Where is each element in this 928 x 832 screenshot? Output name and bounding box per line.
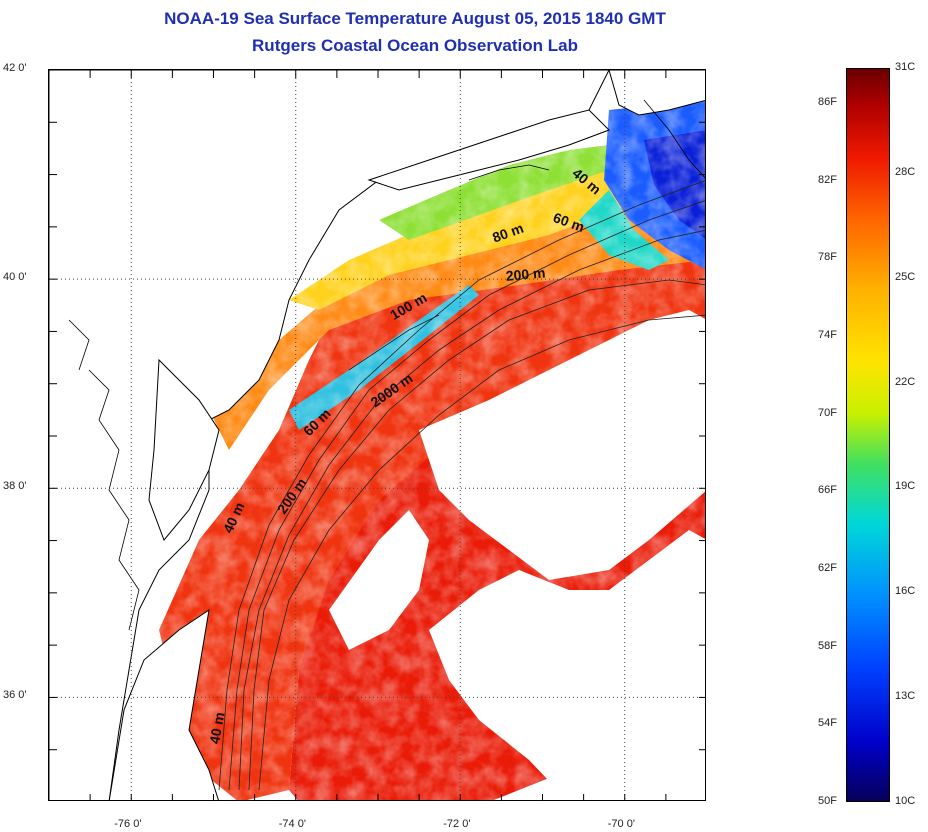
colorbar-celsius-label: 25C bbox=[895, 270, 916, 283]
longitude-tick-label: -74 0' bbox=[278, 818, 306, 830]
longitude-tick-label: -76 0' bbox=[114, 818, 142, 830]
colorbar-fahrenheit-label: 50F bbox=[818, 795, 837, 807]
colorbar-fahrenheit-label: 66F bbox=[818, 484, 837, 497]
land-long-island bbox=[367, 109, 610, 191]
temperature-colorbar bbox=[846, 68, 890, 802]
longitude-tick-label: -72 0' bbox=[443, 818, 471, 830]
colorbar-fahrenheit-label: 70F bbox=[818, 406, 837, 419]
coastline bbox=[68, 99, 705, 631]
map-subtitle: Rutgers Coastal Ocean Observation Lab bbox=[252, 36, 578, 55]
colorbar-fahrenheit-label: 86F bbox=[818, 95, 837, 108]
latitude-tick-label: 38 0' bbox=[3, 480, 27, 493]
land-cape-cod bbox=[608, 70, 705, 116]
colorbar-fahrenheit-label: 54F bbox=[818, 717, 837, 730]
graticule bbox=[49, 70, 705, 800]
latitude-tick-label: 36 0' bbox=[3, 689, 27, 702]
colorbar-celsius-label: 16C bbox=[895, 585, 916, 598]
colorbar-fahrenheit-label: 78F bbox=[818, 251, 837, 264]
colorbar-fahrenheit-label: 74F bbox=[818, 328, 837, 341]
colorbar-celsius-label: 22C bbox=[895, 375, 916, 388]
land-outer-banks bbox=[108, 608, 219, 800]
map-title: NOAA-19 Sea Surface Temperature August 0… bbox=[164, 9, 666, 28]
latitude-tick-label: 42 0' bbox=[3, 62, 27, 74]
colorbar-fahrenheit-label: 62F bbox=[818, 561, 837, 574]
colorbar-celsius-label: 19C bbox=[895, 480, 916, 493]
axis-ticks bbox=[49, 70, 705, 800]
colorbar-celsius-label: 10C bbox=[895, 795, 916, 807]
colorbar-celsius-label: 31C bbox=[895, 61, 916, 73]
contour-depth-label: 40 m bbox=[206, 711, 227, 745]
contour-depth-label: 200 m bbox=[505, 264, 546, 283]
sst-map: 40 m 60 m 80 m 200 m 100 m 2000 m 60 m 200 m 40 … bbox=[48, 69, 706, 801]
bathymetry-contours bbox=[218, 180, 705, 791]
land-delmarva bbox=[148, 358, 220, 541]
latitude-tick-label: 40 0' bbox=[3, 271, 27, 284]
colorbar-fahrenheit-label: 58F bbox=[818, 639, 837, 652]
colorbar-celsius-label: 13C bbox=[895, 690, 916, 703]
colorbar-celsius-label: 28C bbox=[895, 165, 916, 178]
longitude-tick-label: -70 0' bbox=[607, 818, 635, 830]
colorbar-fahrenheit-label: 82F bbox=[818, 173, 837, 186]
